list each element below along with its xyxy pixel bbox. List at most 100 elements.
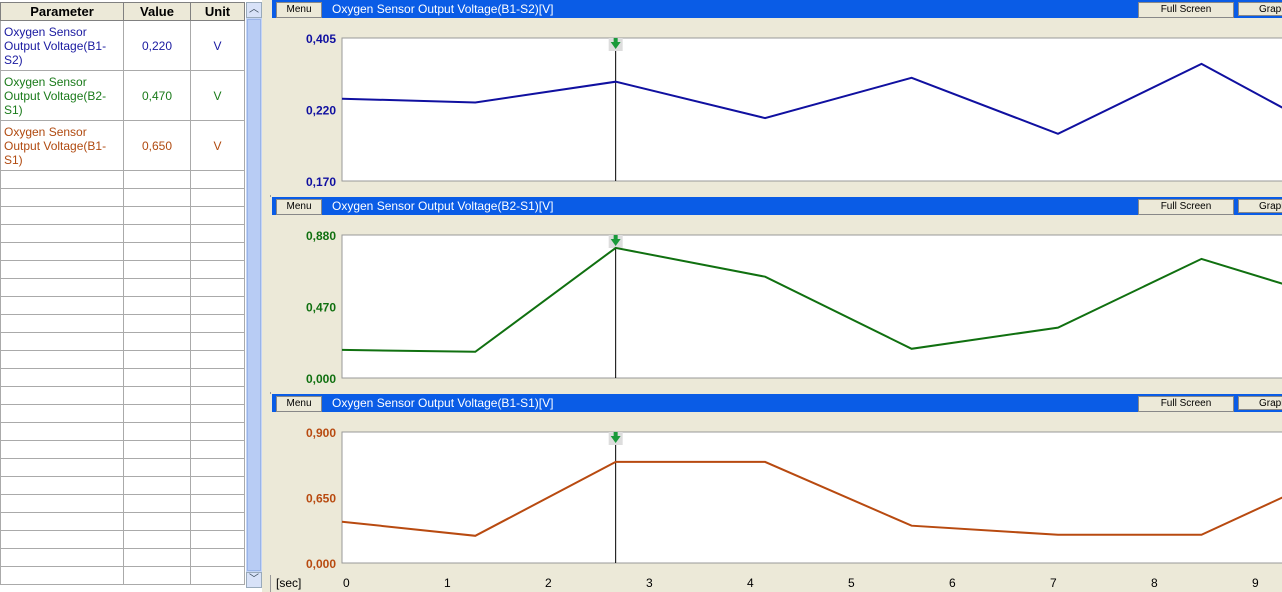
empty-cell <box>123 278 191 297</box>
y-tick-label: 0,000 <box>306 372 336 386</box>
graph-panel: Menu Oxygen Sensor Output Voltage(B1-S1)… <box>270 394 1282 575</box>
empty-cell <box>190 350 245 369</box>
series-line <box>341 62 1282 135</box>
plot-area <box>341 37 1282 182</box>
empty-cell <box>0 440 124 459</box>
empty-cell <box>190 332 245 351</box>
empty-cell <box>0 314 124 333</box>
empty-cell <box>0 296 124 315</box>
empty-cell <box>123 458 191 477</box>
full-screen-button[interactable]: Full Screen <box>1138 199 1234 215</box>
empty-row <box>0 314 245 333</box>
empty-row <box>0 170 245 189</box>
empty-cell <box>0 494 124 513</box>
unit-cell: V <box>190 120 245 171</box>
empty-row <box>0 566 245 585</box>
empty-cell <box>123 314 191 333</box>
menu-button[interactable]: Menu <box>276 199 322 215</box>
table-row[interactable]: Oxygen Sensor Output Voltage(B2-S1) 0,470… <box>0 70 245 121</box>
parameter-table: Parameter Value Unit Oxygen Sensor Output … <box>0 2 245 585</box>
x-tick-label: 4 <box>747 576 754 590</box>
header-parameter[interactable]: Parameter <box>0 2 124 21</box>
x-tick-label: 6 <box>949 576 956 590</box>
table-row[interactable]: Oxygen Sensor Output Voltage(B1-S1) 0,650… <box>0 120 245 171</box>
scroll-thumb[interactable] <box>247 19 261 571</box>
full-screen-button[interactable]: Full Screen <box>1138 396 1234 412</box>
empty-cell <box>0 242 124 261</box>
empty-row <box>0 476 245 495</box>
empty-row <box>0 296 245 315</box>
empty-cell <box>190 278 245 297</box>
plot-area <box>341 431 1282 564</box>
empty-cell <box>190 494 245 513</box>
line-chart: 0,900 0,650 0,000 <box>306 426 1282 571</box>
arrow-down-icon <box>610 235 621 246</box>
empty-cell <box>123 368 191 387</box>
empty-cell <box>123 242 191 261</box>
empty-cell <box>190 404 245 423</box>
graph-button[interactable]: Graph <box>1238 199 1282 213</box>
scroll-up-icon[interactable]: ︿ <box>246 2 262 18</box>
header-value[interactable]: Value <box>123 2 191 21</box>
empty-row <box>0 206 245 225</box>
line-chart: 0,405 0,220 0,170 <box>306 32 1282 189</box>
x-tick-label: 2 <box>545 576 552 590</box>
parameter-list: Parameter Value Unit Oxygen Sensor Output … <box>0 0 262 592</box>
empty-cell <box>190 260 245 279</box>
header-unit[interactable]: Unit <box>190 2 245 21</box>
param-cell: Oxygen Sensor Output Voltage(B2-S1) <box>0 70 124 121</box>
empty-cell <box>190 530 245 549</box>
empty-cell <box>123 494 191 513</box>
empty-row <box>0 368 245 387</box>
empty-cell <box>0 548 124 567</box>
empty-cell <box>0 170 124 189</box>
menu-button[interactable]: Menu <box>276 396 322 412</box>
time-axis: [sec] 0 1 2 3 4 5 6 7 8 9 <box>270 575 1282 592</box>
graph-header: Menu Oxygen Sensor Output Voltage(B2-S1)… <box>272 197 1282 215</box>
empty-cell <box>0 224 124 243</box>
empty-cell <box>123 224 191 243</box>
empty-cell <box>0 206 124 225</box>
empty-row <box>0 422 245 441</box>
empty-cell <box>0 476 124 495</box>
empty-row <box>0 512 245 531</box>
empty-row <box>0 404 245 423</box>
graph-button[interactable]: Graph <box>1238 2 1282 16</box>
scroll-down-icon[interactable]: ﹀ <box>246 572 262 588</box>
empty-cell <box>190 188 245 207</box>
x-tick-label: 8 <box>1151 576 1158 590</box>
empty-cell <box>190 458 245 477</box>
empty-cell <box>190 512 245 531</box>
full-screen-button[interactable]: Full Screen <box>1138 2 1234 18</box>
empty-cell <box>0 332 124 351</box>
graph-title: Oxygen Sensor Output Voltage(B2-S1)[V] <box>332 199 554 213</box>
empty-row <box>0 260 245 279</box>
empty-cell <box>0 278 124 297</box>
graph-panel: Menu Oxygen Sensor Output Voltage(B2-S1)… <box>270 197 1282 392</box>
empty-cell <box>0 260 124 279</box>
graph-header: Menu Oxygen Sensor Output Voltage(B1-S2)… <box>272 0 1282 18</box>
menu-button[interactable]: Menu <box>276 2 322 18</box>
empty-cell <box>190 296 245 315</box>
empty-cell <box>123 386 191 405</box>
y-tick-label: 0,880 <box>306 229 336 243</box>
x-tick-label: 7 <box>1050 576 1057 590</box>
empty-cell <box>190 368 245 387</box>
empty-row <box>0 332 245 351</box>
y-tick-label: 0,650 <box>306 492 336 506</box>
graph-title: Oxygen Sensor Output Voltage(B1-S1)[V] <box>332 396 554 410</box>
table-row[interactable]: Oxygen Sensor Output Voltage(B1-S2) 0,220… <box>0 20 245 71</box>
x-tick-label: 5 <box>848 576 855 590</box>
empty-cell <box>190 170 245 189</box>
scrollbar[interactable]: ︿ ﹀ <box>246 2 262 588</box>
empty-row <box>0 224 245 243</box>
empty-cell <box>190 314 245 333</box>
x-tick-label: 9 <box>1252 576 1259 590</box>
y-tick-label: 0,220 <box>306 104 336 118</box>
empty-cell <box>0 530 124 549</box>
series-line <box>341 246 1282 353</box>
graph-button[interactable]: Graph <box>1238 396 1282 410</box>
empty-row <box>0 242 245 261</box>
empty-row <box>0 278 245 297</box>
empty-cell <box>190 440 245 459</box>
